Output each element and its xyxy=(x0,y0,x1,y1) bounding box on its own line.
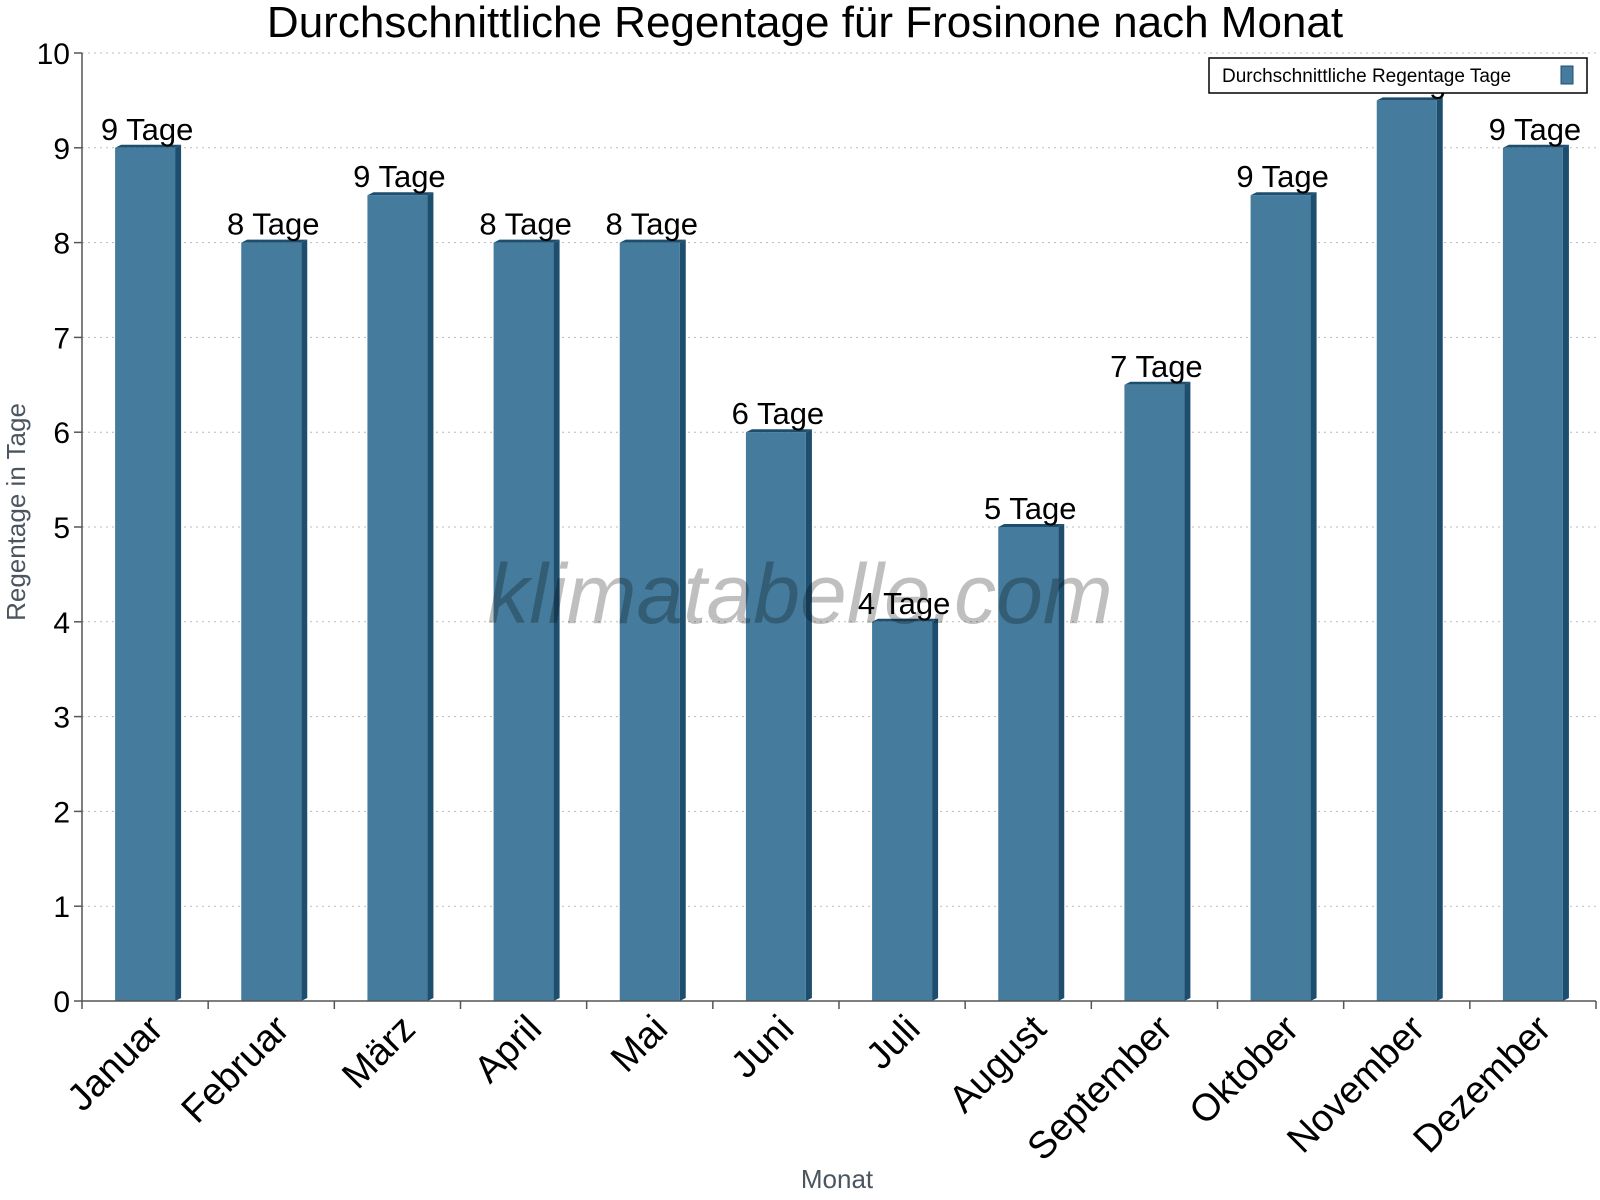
bar-side xyxy=(1562,144,1569,1002)
axes xyxy=(74,52,1597,1009)
bar xyxy=(872,621,933,1001)
bar xyxy=(1124,384,1185,1001)
x-axis-label: Monat xyxy=(801,1164,874,1194)
bar xyxy=(619,242,680,1002)
bar-mai xyxy=(619,239,686,1002)
bar-top xyxy=(367,192,434,196)
bar xyxy=(493,242,554,1002)
bar xyxy=(745,432,806,1001)
bar-top xyxy=(619,239,686,243)
bar-side xyxy=(301,239,308,1002)
x-tick-label: November xyxy=(1279,1007,1433,1161)
x-tick-label: März xyxy=(334,1008,423,1097)
data-label: 8 Tage xyxy=(479,207,572,242)
y-tick-label: 1 xyxy=(53,891,70,924)
bar-side xyxy=(679,239,686,1002)
bar-top xyxy=(493,239,560,243)
bar xyxy=(1376,100,1437,1001)
y-tick-label: 5 xyxy=(53,512,70,545)
bar-side xyxy=(175,144,182,1002)
legend-label: Durchschnittliche Regentage Tage xyxy=(1222,66,1511,87)
bar xyxy=(115,147,176,1002)
x-tick-label: Mai xyxy=(603,1008,676,1081)
data-label: 9 Tage xyxy=(101,112,194,147)
data-label: 9 Tage xyxy=(1489,112,1582,147)
bar-top xyxy=(1250,192,1317,196)
legend-swatch xyxy=(1560,65,1574,85)
data-labels: 9 Tage 8 Tage 9 Tage 8 Tage 8 Tage 6 Tage 4 Ta… xyxy=(101,64,1581,620)
data-label: 4 Tage xyxy=(858,586,951,621)
bar-side xyxy=(553,239,560,1002)
bar-top xyxy=(872,618,939,622)
data-label: 9 Tage xyxy=(1236,159,1329,194)
x-tick-label: Oktober xyxy=(1182,1007,1308,1133)
x-tick-label: Februar xyxy=(174,1007,298,1131)
x-tick-label: Dezember xyxy=(1406,1007,1560,1161)
bar-august xyxy=(998,524,1065,1001)
bar-top xyxy=(241,239,308,243)
bar-side xyxy=(1184,381,1191,1001)
bar-side xyxy=(1436,97,1443,1001)
bar-september xyxy=(1124,381,1191,1001)
bar-oktober xyxy=(1250,192,1317,1001)
bar-dezember xyxy=(1502,144,1569,1002)
bar-side xyxy=(1310,192,1317,1001)
legend: Durchschnittliche Regentage Tage xyxy=(1208,57,1588,94)
bar-top xyxy=(998,524,1065,527)
bar-februar xyxy=(241,239,308,1002)
x-tick-label: August xyxy=(941,1007,1055,1121)
y-tick-label: 7 xyxy=(53,322,70,355)
chart-title: Durchschnittliche Regentage für Frosinon… xyxy=(267,0,1343,47)
y-tick-label: 4 xyxy=(53,607,70,640)
data-label: 9 Tage xyxy=(353,159,446,194)
bar-side xyxy=(427,192,434,1001)
data-label: 8 Tage xyxy=(605,207,698,242)
y-axis-label: Regentage in Tage xyxy=(1,403,31,621)
watermark: klimatabelle.com xyxy=(487,547,1113,641)
y-tick-label: 2 xyxy=(53,796,70,829)
y-tick-label: 10 xyxy=(37,38,70,71)
bar-top xyxy=(1502,144,1569,148)
x-tick-labels: Januar Februar März April Mai Juni Juli AugustS… xyxy=(60,1007,1560,1168)
y-tick-label: 0 xyxy=(53,986,70,1019)
y-tick-labels: 0 1 2 3 4 5 6 7 8 9 10 xyxy=(37,38,70,1019)
legend-box xyxy=(1208,57,1588,94)
bar xyxy=(241,242,302,1002)
data-label: 6 Tage xyxy=(732,396,825,431)
bar xyxy=(1502,147,1563,1002)
bar-top xyxy=(115,144,182,148)
bar-top xyxy=(1124,381,1191,385)
bar xyxy=(998,527,1059,1001)
x-tick-label: April xyxy=(466,1008,549,1091)
y-tick-label: 8 xyxy=(53,228,70,261)
y-tick-label: 6 xyxy=(53,417,70,450)
bar-top xyxy=(1376,97,1443,101)
data-label: 8 Tage xyxy=(227,207,320,242)
data-label: 7 Tage xyxy=(1110,349,1203,384)
bar-juni xyxy=(745,429,812,1001)
data-label: 5 Tage xyxy=(984,491,1077,526)
bar-november xyxy=(1376,97,1443,1001)
bar-märz xyxy=(367,192,434,1001)
bar-side xyxy=(805,429,812,1001)
bar-side xyxy=(1058,524,1065,1001)
bar-series xyxy=(115,97,1569,1002)
bar-juli xyxy=(872,618,939,1001)
x-tick-label: Juni xyxy=(723,1008,802,1087)
bar-side xyxy=(932,618,939,1001)
y-tick-label: 9 xyxy=(53,133,70,166)
x-tick-label: Januar xyxy=(60,1007,172,1119)
bar xyxy=(1250,195,1311,1001)
x-tick-label: Juli xyxy=(858,1008,928,1078)
grid-lines xyxy=(82,52,1596,907)
bar-top xyxy=(745,429,812,433)
bar-januar xyxy=(115,144,182,1002)
y-tick-label: 3 xyxy=(53,702,70,735)
bar-april xyxy=(493,239,560,1002)
bar xyxy=(367,195,428,1001)
